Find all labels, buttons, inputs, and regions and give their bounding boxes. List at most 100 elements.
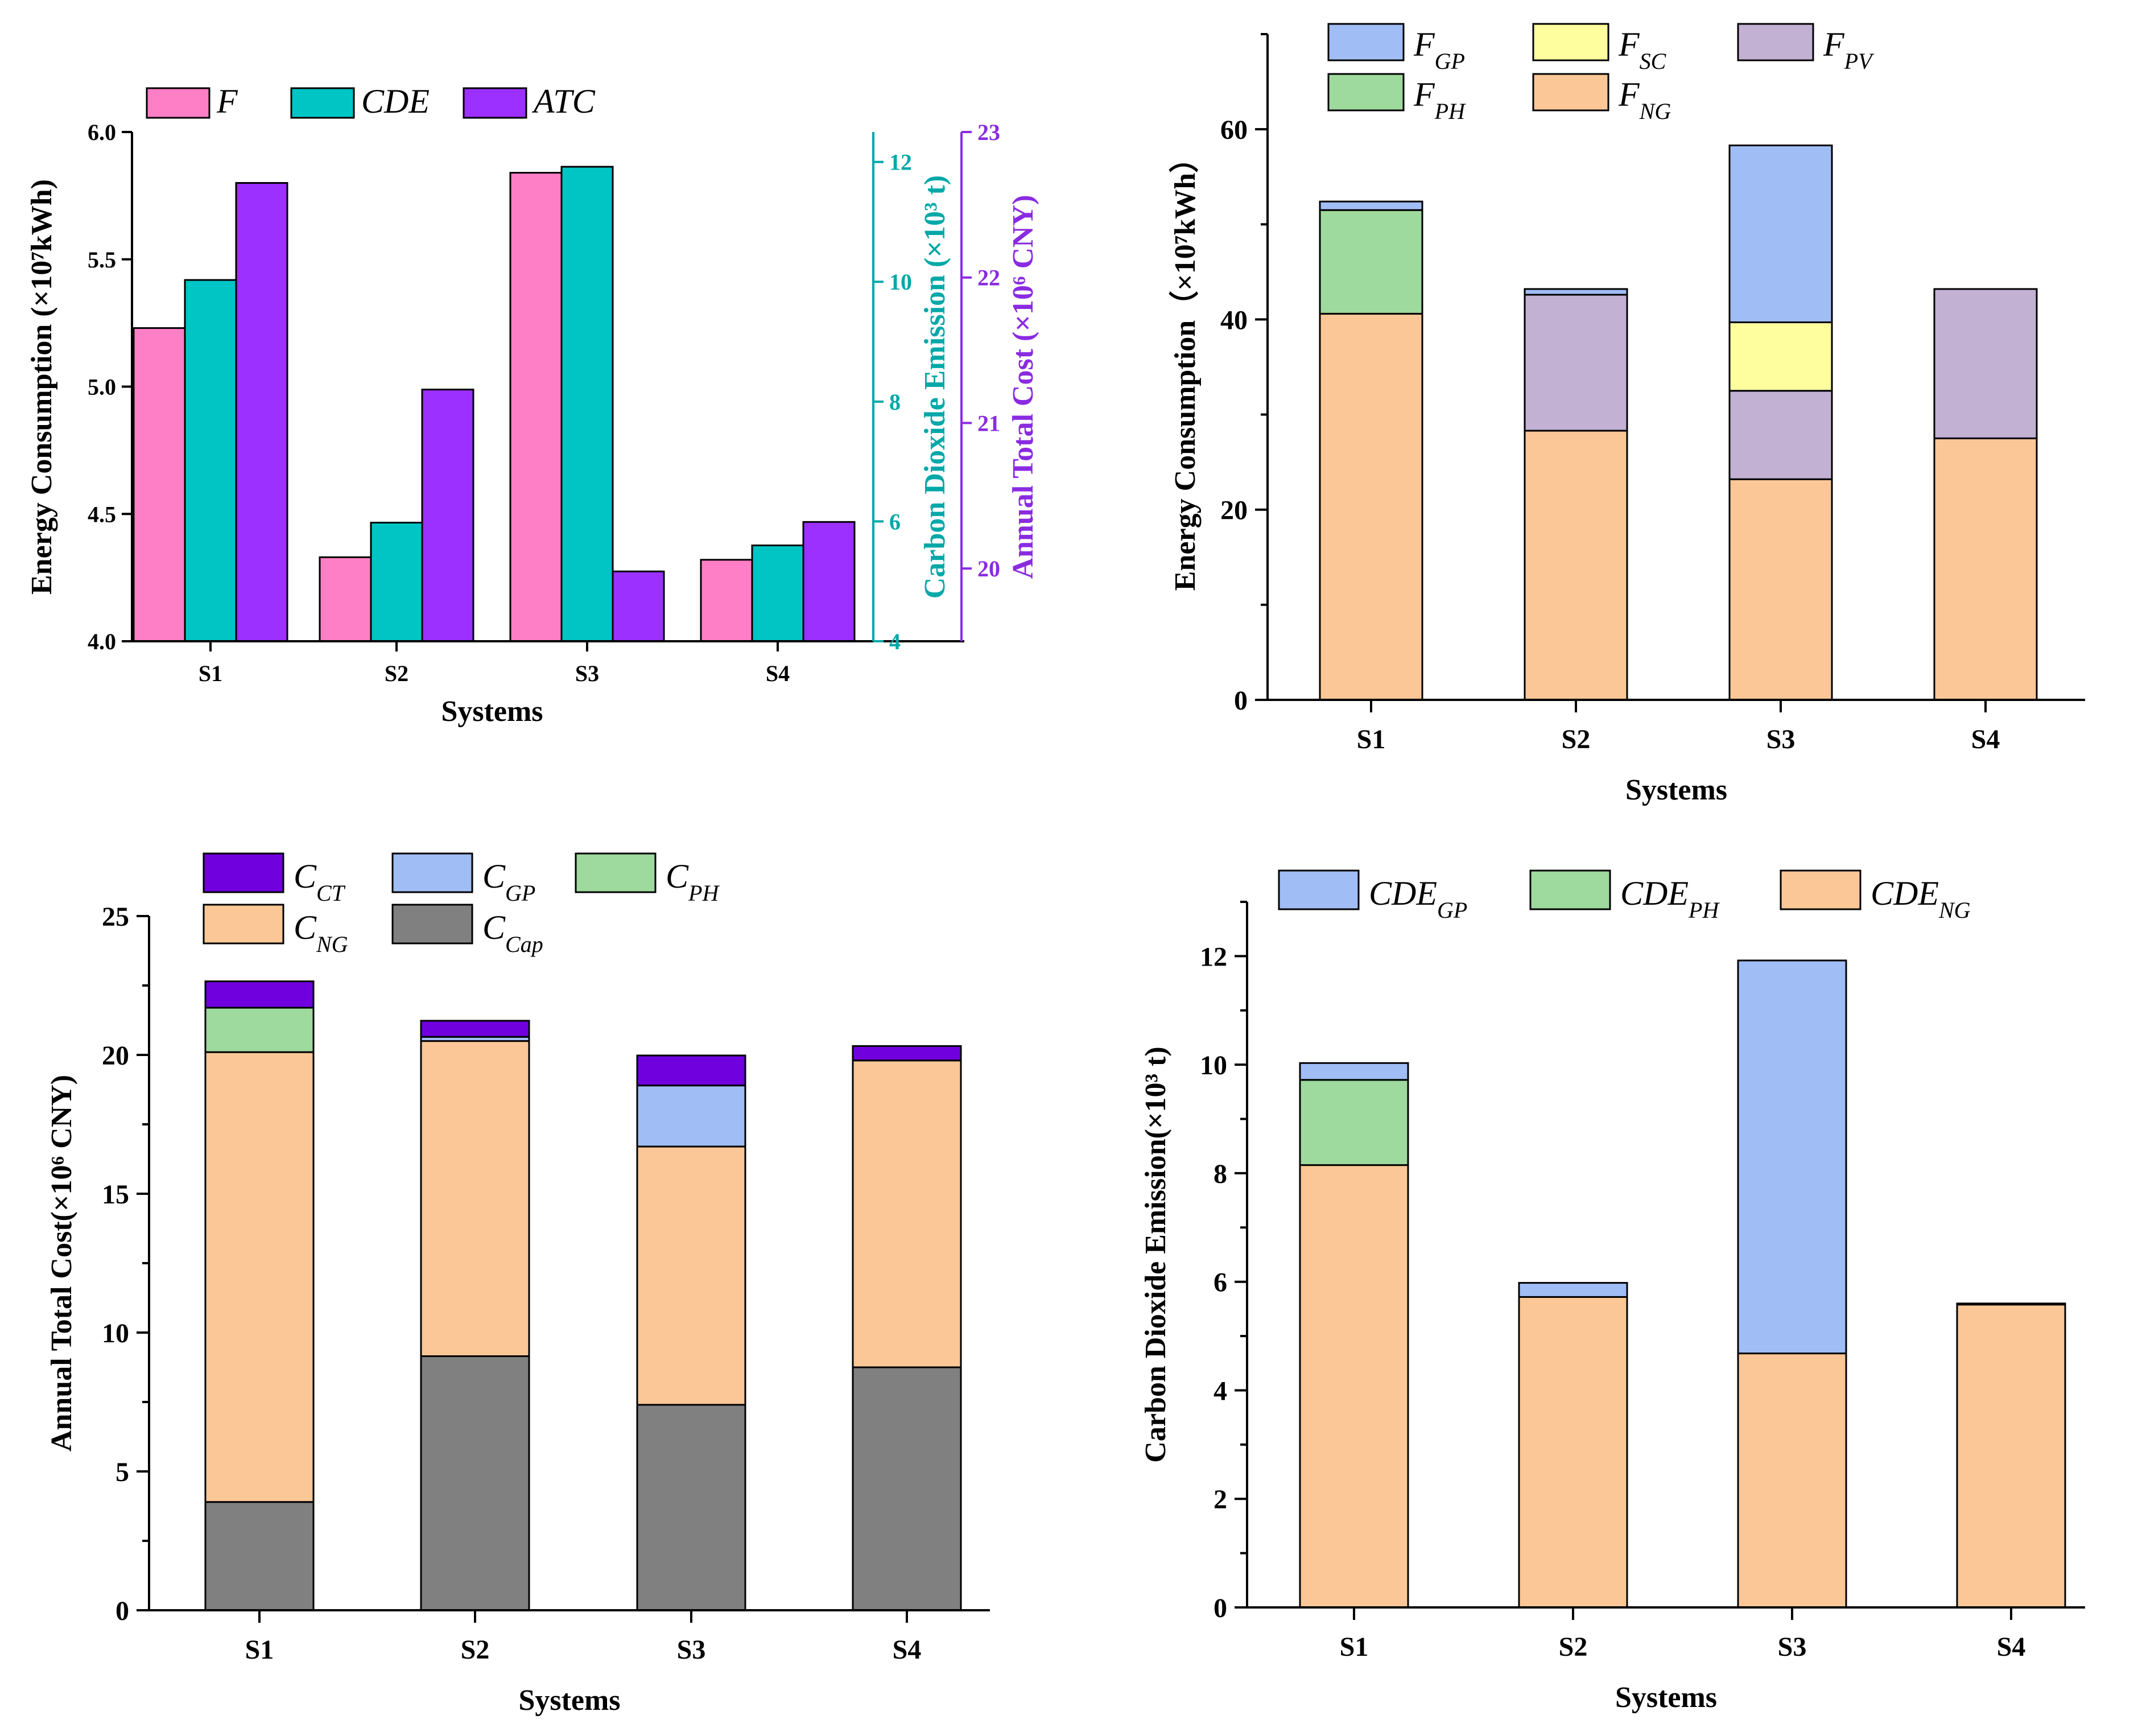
bar-CDE_GP-S2 [1518, 1282, 1628, 1298]
bar-C_CT-S1 [204, 980, 315, 1009]
y-tick-label-atc: 20 [977, 556, 1000, 582]
bar-C_Cap-S3 [636, 1404, 746, 1611]
bar-CDE_NG-S3 [1737, 1352, 1847, 1609]
y-tick-label: 4.0 [88, 629, 116, 654]
y-tick-label-cde: 12 [889, 150, 912, 175]
bar-F_NG-S3 [1728, 478, 1833, 701]
bar-C_Cap-S2 [420, 1355, 530, 1611]
bar-ATC-S4 [802, 521, 856, 642]
y-tick-label-cde: 6 [889, 509, 901, 534]
legend-swatch-F_PV [1737, 23, 1814, 61]
y-axis-label-left: Energy Consumption (×10⁷kWh) [26, 179, 58, 595]
bar-C_PH-S1 [204, 1007, 315, 1053]
bar-F_PV-S3 [1728, 390, 1833, 480]
bar-ATC-S1 [235, 182, 288, 642]
x-tick-label: S1 [1357, 724, 1386, 754]
bar-F-S4 [700, 559, 753, 642]
legend-swatch-C_NG [203, 904, 284, 945]
x-axis-label: Systems [441, 695, 543, 728]
legend-label-C_NG: CNG [294, 909, 348, 957]
legend-swatch-C_CT [203, 852, 284, 893]
x-axis-label: Systems [518, 1684, 620, 1717]
y-tick-label-cde: 8 [889, 389, 901, 415]
bar-ATC-S3 [612, 570, 665, 642]
y-tick-label: 2 [1214, 1485, 1227, 1515]
bar-CDE_PH-S1 [1299, 1079, 1409, 1166]
x-tick-label: S4 [1971, 724, 2000, 754]
bar-F_PH-S1 [1319, 209, 1423, 315]
legend-swatch-F [146, 87, 211, 119]
legend-label-C_CT: CCT [294, 857, 346, 906]
y-tick-label: 10 [102, 1318, 129, 1349]
y-tick-label: 0 [1234, 686, 1248, 716]
legend-swatch-F_GP [1327, 23, 1405, 61]
legend-label-F: F [216, 83, 238, 120]
bar-F-S3 [509, 172, 563, 642]
x-tick-label: S2 [385, 661, 408, 686]
bar-CDE_NG-S1 [1299, 1164, 1409, 1609]
y-tick-label: 4 [1214, 1376, 1227, 1406]
x-tick-label: S4 [766, 661, 790, 686]
legend-label-C_Cap: CCap [482, 909, 543, 957]
legend-swatch-CDE [290, 87, 355, 119]
bar-F_PV-S4 [1933, 288, 2038, 439]
y-tick-label: 4.5 [88, 501, 116, 527]
legend-swatch-F_SC [1532, 23, 1609, 61]
bar-C_GP-S3 [636, 1085, 746, 1148]
bar-F_NG-S2 [1524, 430, 1628, 701]
bar-CDE_GP-S4 [1956, 1302, 2066, 1306]
x-tick-label: S2 [1559, 1632, 1588, 1662]
legend-label-CDE_GP: CDEGP [1369, 875, 1467, 923]
bar-CDE-S1 [184, 279, 237, 642]
chart-panel-top-right: 0 20 40 60 S1 S2 S3 S4 Systems Energy Consumption… [1169, 23, 2085, 806]
legend-swatch-ATC [463, 87, 527, 119]
bar-C_NG-S2 [420, 1040, 530, 1357]
y-axis-label: Carbon Dioxide Emission(×10³ t) [1140, 1046, 1172, 1462]
y-tick-label-atc: 21 [977, 410, 1000, 436]
y-tick-label-atc: 23 [977, 119, 1000, 145]
x-tick-label: S3 [677, 1635, 706, 1665]
x-tick-label: S1 [245, 1635, 274, 1665]
x-tick-label: S3 [575, 661, 599, 686]
legend-label-F_SC: FSC [1618, 26, 1667, 74]
bar-C_NG-S3 [636, 1145, 746, 1406]
y-tick-label: 20 [102, 1041, 129, 1071]
bar-F_GP-S2 [1524, 288, 1628, 296]
bar-C_Cap-S1 [204, 1501, 315, 1611]
y-tick-label: 0 [1214, 1593, 1227, 1623]
bar-F-S2 [319, 556, 372, 642]
legend-swatch-F_NG [1532, 73, 1609, 112]
y-tick-label: 6 [1214, 1268, 1227, 1298]
y-axis-label-cde: Carbon Dioxide Emission (×10³ t) [919, 175, 951, 599]
y-tick-label: 40 [1220, 305, 1248, 335]
x-tick-label: S4 [1997, 1632, 2026, 1662]
legend-label-CDE: CDE [361, 83, 430, 120]
y-tick-label: 5.5 [88, 247, 116, 273]
y-tick-label: 12 [1200, 942, 1227, 972]
y-tick-label: 20 [1220, 496, 1248, 526]
bar-CDE-S2 [370, 522, 423, 642]
y-tick-label-cde: 10 [889, 269, 912, 295]
legend-swatch-F_PH [1327, 73, 1405, 112]
chart-panel-top-left: 4.0 4.5 5.0 5.5 6.0 4 6 8 10 12 20 21 22 23 S1 S2 S3 S4 Sy… [26, 83, 1039, 728]
y-axis-label: Energy Consumption（×10⁷kWh） [1169, 143, 1202, 591]
x-tick-label: S4 [893, 1635, 922, 1665]
bar-F_PV-S2 [1524, 294, 1628, 432]
bar-C_Cap-S4 [852, 1366, 962, 1611]
x-tick-label: S3 [1766, 724, 1796, 754]
bar-C_CT-S3 [636, 1054, 746, 1087]
legend-label-F_PH: FPH [1413, 76, 1466, 124]
y-tick-label: 60 [1220, 115, 1248, 145]
bar-CDE_GP-S3 [1737, 959, 1847, 1355]
legend-label-F_NG: FNG [1618, 76, 1671, 124]
x-axis-label: Systems [1625, 774, 1727, 806]
legend-swatch-C_Cap [391, 904, 473, 945]
bar-C_CT-S4 [852, 1045, 962, 1062]
bar-CDE-S3 [560, 166, 614, 642]
bar-CDE_NG-S2 [1518, 1296, 1628, 1609]
legend-label-CDE_NG: CDENG [1871, 875, 1971, 923]
bar-C_CT-S2 [420, 1020, 530, 1038]
legend-label-C_GP: CGP [482, 857, 535, 906]
legend-swatch-CDE_NG [1780, 869, 1862, 910]
